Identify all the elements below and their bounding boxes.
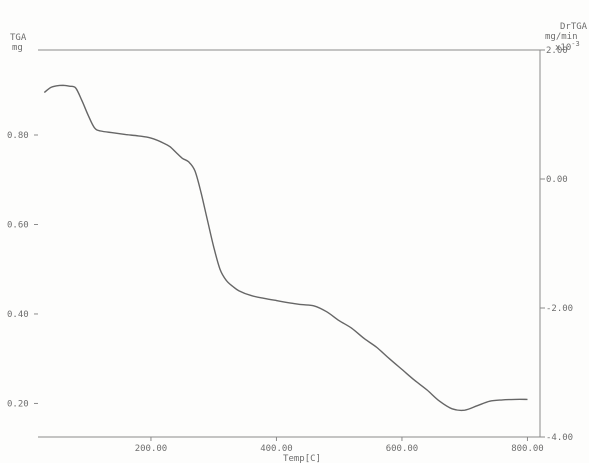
y2-tick-label: 2.00 [546, 46, 568, 56]
x-tick-label: 400.00 [260, 444, 293, 454]
x-axis-label: Temp[C] [283, 454, 321, 463]
y-tick-label: 0.80 [7, 131, 29, 141]
right-axis-multiplier: x10-3 [555, 40, 580, 53]
y-tick-label: 0.60 [7, 220, 29, 230]
y-tick-label: 0.20 [7, 399, 29, 409]
left-axis-unit: mg [12, 43, 23, 53]
left-axis-label: TGA [10, 33, 27, 43]
x-tick-label: 800.00 [511, 444, 544, 454]
axis-ticks: 200.00 400.00 600.00 800.00 0.80 0.60 0.40 0.20… [7, 46, 573, 454]
y-tick-label: 0.40 [7, 310, 29, 320]
series-layer [43, 84, 528, 412]
y2-tick-label: -2.00 [546, 304, 573, 314]
x-tick-label: 200.00 [135, 444, 168, 454]
y2-tick-label: -4.00 [546, 433, 573, 443]
x-tick-label: 600.00 [386, 444, 419, 454]
y2-tick-label: 0.00 [546, 175, 568, 185]
right-axis-label: DrTGA [560, 22, 588, 32]
right-axis-unit: mg/min [545, 32, 578, 42]
multiplier-exp: -3 [571, 40, 579, 48]
multiplier-base: x10 [555, 43, 571, 53]
tga-curve [43, 84, 528, 412]
